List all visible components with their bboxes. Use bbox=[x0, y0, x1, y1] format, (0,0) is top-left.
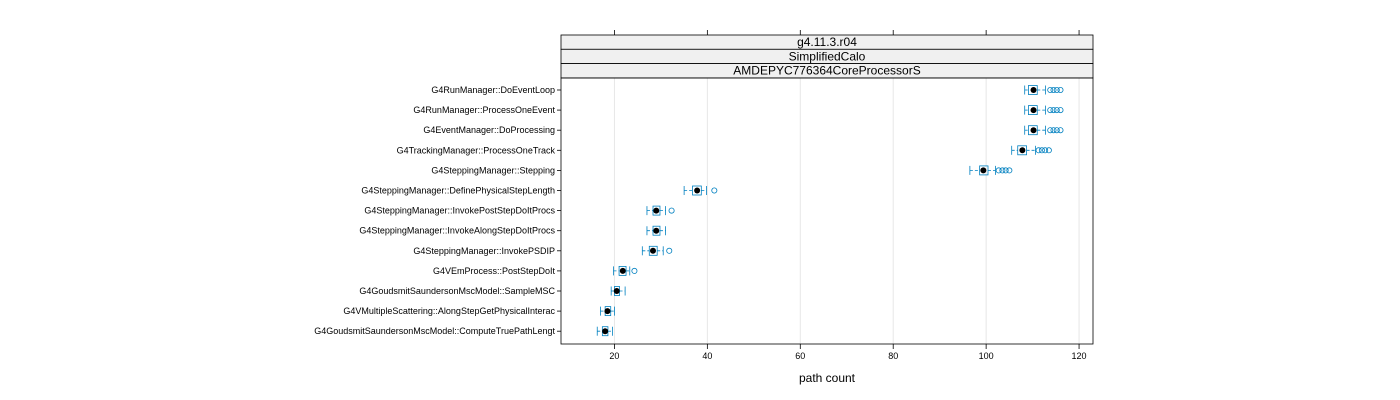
category-label: G4TrackingManager::ProcessOneTrack bbox=[397, 145, 556, 155]
median-dot bbox=[653, 227, 660, 234]
box-iqr bbox=[1028, 85, 1038, 95]
median-dot bbox=[1019, 147, 1026, 154]
median-dot bbox=[619, 267, 626, 274]
category-labels: G4RunManager::DoEventLoopG4RunManager::P… bbox=[314, 85, 561, 336]
strip-label: g4.11.3.r04 bbox=[797, 35, 857, 49]
category-label: G4SteppingManager::InvokeAlongStepDoItPr… bbox=[359, 226, 555, 236]
box-iqr bbox=[692, 185, 702, 196]
category-label: G4VEmProcess::PostStepDoIt bbox=[433, 266, 556, 276]
outlier-point bbox=[1053, 87, 1060, 94]
outlier-point bbox=[1050, 87, 1057, 94]
category-label: G4EventManager::DoProcessing bbox=[423, 125, 555, 135]
box-group bbox=[646, 225, 666, 236]
outlier-point bbox=[666, 247, 673, 254]
box-iqr bbox=[1028, 105, 1038, 115]
median-dot bbox=[613, 288, 620, 294]
outlier-point bbox=[1057, 107, 1064, 114]
outlier-point bbox=[1047, 87, 1054, 94]
outlier-point bbox=[1035, 147, 1042, 154]
outlier-point bbox=[668, 207, 675, 214]
outlier-point bbox=[711, 187, 718, 194]
strip-label: AMDEPYC776364CoreProcessorS bbox=[733, 64, 920, 78]
category-label: G4GoudsmitSaundersonMscModel::ComputeTru… bbox=[314, 326, 555, 336]
box-group bbox=[610, 286, 626, 296]
x-tick-label: 40 bbox=[702, 351, 712, 361]
box-group bbox=[613, 265, 638, 276]
box-group bbox=[1024, 85, 1064, 95]
box-group bbox=[641, 245, 673, 256]
box-iqr bbox=[652, 225, 661, 236]
median-dot bbox=[1030, 87, 1037, 93]
category-label: G4VMultipleScattering::AlongStepGetPhysi… bbox=[343, 306, 555, 316]
category-label: G4SteppingManager::InvokePSDIP bbox=[413, 246, 555, 256]
box-iqr bbox=[618, 265, 627, 276]
x-tick-label: 60 bbox=[795, 351, 805, 361]
x-tick-label: 100 bbox=[979, 351, 994, 361]
median-dot bbox=[653, 207, 660, 214]
median-dot bbox=[649, 247, 656, 254]
outlier-point bbox=[1047, 127, 1054, 134]
outlier-point bbox=[1002, 167, 1009, 174]
box-iqr bbox=[1017, 145, 1027, 156]
outlier-point bbox=[1047, 107, 1054, 114]
median-dot bbox=[1030, 107, 1037, 114]
box-iqr bbox=[652, 205, 661, 216]
outlier-point bbox=[1038, 147, 1045, 154]
grid-layer bbox=[613, 78, 1080, 344]
outlier-point bbox=[995, 167, 1002, 174]
category-label: G4RunManager::ProcessOneEvent bbox=[413, 105, 555, 115]
outlier-point bbox=[1057, 127, 1064, 134]
median-dot bbox=[604, 308, 611, 315]
axis-layer: 20 40 60 80 100 120 bbox=[609, 30, 1087, 361]
median-dot bbox=[602, 328, 609, 335]
box-group bbox=[683, 185, 718, 196]
box-iqr bbox=[979, 165, 989, 176]
box-group bbox=[646, 205, 675, 216]
box-group bbox=[1024, 125, 1064, 136]
x-axis-title: path count bbox=[799, 371, 856, 385]
box-group bbox=[596, 326, 613, 337]
category-label: G4SteppingManager::Stepping bbox=[431, 165, 555, 175]
x-tick-label: 20 bbox=[609, 351, 619, 361]
category-label: G4RunManager::DoEventLoop bbox=[431, 85, 555, 95]
strip-label: SimplifiedCalo bbox=[789, 49, 866, 63]
outlier-point bbox=[1042, 147, 1049, 154]
median-dot bbox=[1030, 127, 1037, 134]
outlier-point bbox=[1045, 147, 1052, 154]
category-label: G4GoudsmitSaundersonMscModel::SampleMSC bbox=[359, 286, 555, 296]
outlier-point bbox=[1050, 127, 1057, 134]
category-label: G4SteppingManager::InvokePostStepDoItPro… bbox=[364, 206, 555, 216]
outlier-point bbox=[1006, 167, 1013, 174]
box-group bbox=[600, 306, 615, 317]
median-dot bbox=[980, 167, 987, 174]
box-group bbox=[1024, 105, 1064, 115]
outlier-point bbox=[999, 167, 1006, 174]
box-iqr bbox=[648, 245, 658, 256]
panel-frame bbox=[560, 77, 1094, 345]
median-dot bbox=[694, 187, 701, 194]
x-tick-label: 80 bbox=[888, 351, 898, 361]
box-iqr bbox=[1028, 125, 1038, 136]
outlier-point bbox=[1057, 87, 1064, 94]
outlier-point bbox=[1050, 107, 1057, 114]
x-tick-label: 120 bbox=[1072, 351, 1087, 361]
category-label: G4SteppingManager::DefinePhysicalStepLen… bbox=[361, 186, 555, 196]
strip-layer: g4.11.3.r04SimplifiedCaloAMDEPYC776364Co… bbox=[560, 34, 1094, 79]
box-group bbox=[1011, 145, 1052, 156]
outlier-point bbox=[631, 267, 638, 274]
box-group bbox=[969, 165, 1013, 176]
box-layer bbox=[596, 85, 1064, 337]
outlier-point bbox=[1053, 127, 1060, 134]
outlier-point bbox=[1053, 107, 1060, 114]
